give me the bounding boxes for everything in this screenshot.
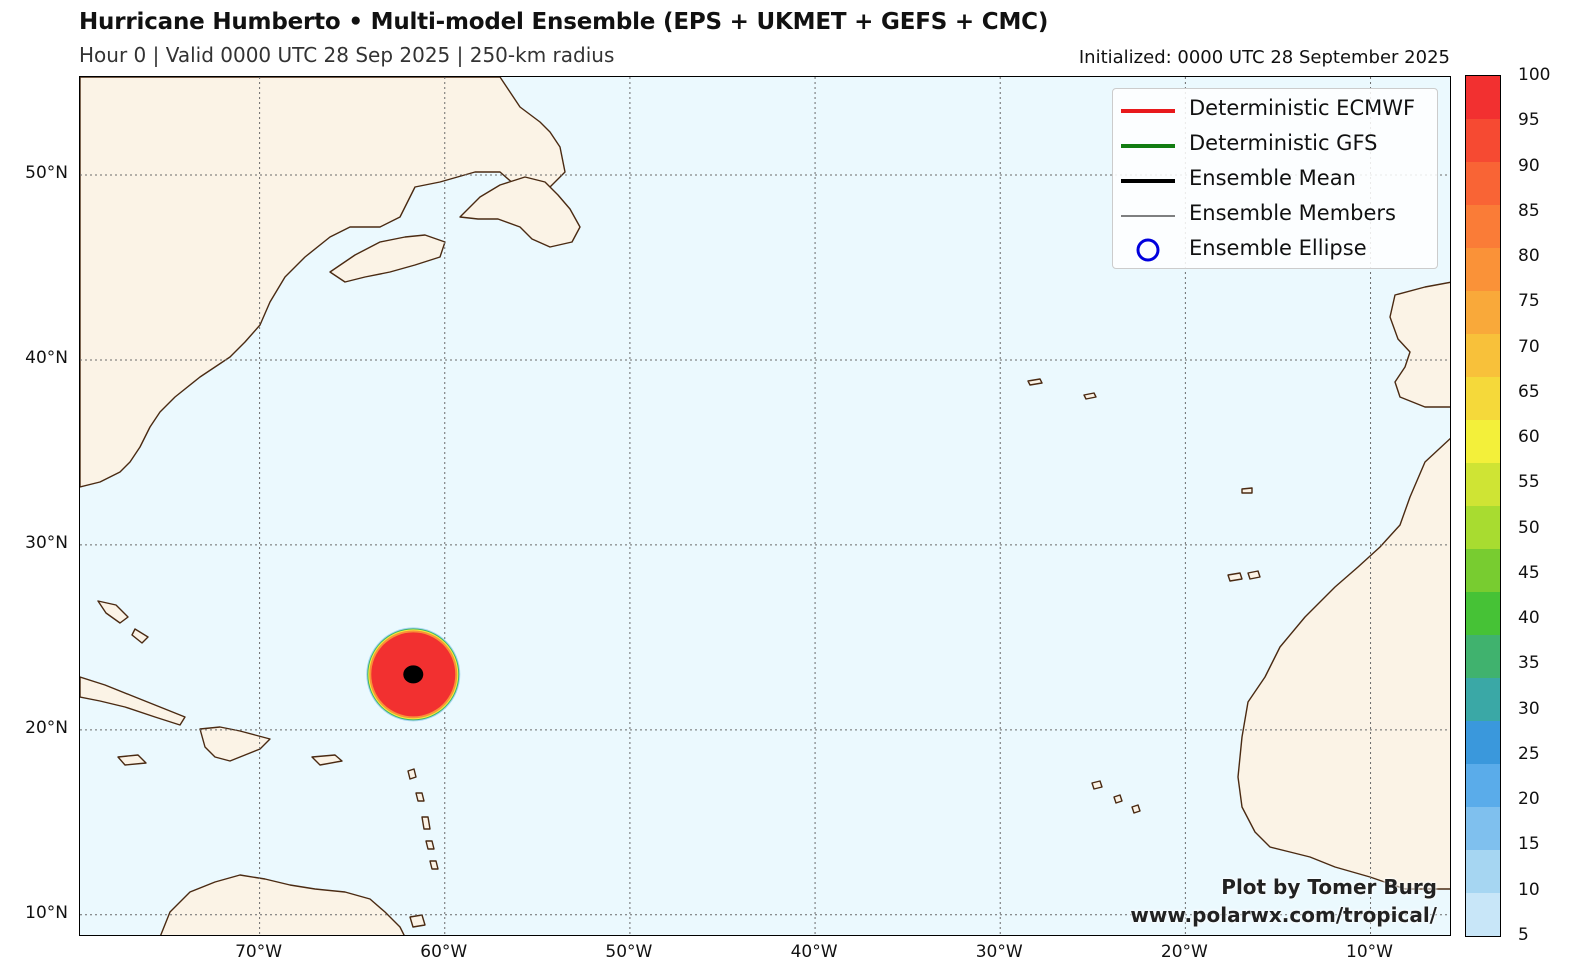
latitude-label: 10°N: [25, 902, 68, 923]
colorbar-segment: [1466, 205, 1500, 249]
legend-label-ecmwf: Deterministic ECMWF: [1189, 96, 1416, 120]
colorbar-tick-label: 40: [1518, 608, 1540, 629]
colorbar-tick-label: 30: [1518, 698, 1540, 719]
longitude-label: 10°W: [1346, 942, 1393, 962]
colorbar-segment: [1466, 549, 1500, 593]
colorbar-tick-label: 80: [1518, 246, 1540, 267]
legend: Deterministic ECMWF Deterministic GFS En…: [1112, 88, 1438, 269]
legend-label-ensemble-members: Ensemble Members: [1189, 201, 1396, 225]
credit-url[interactable]: www.polarwx.com/tropical/: [1130, 903, 1437, 927]
colorbar-tick-label: 75: [1518, 291, 1540, 312]
colorbar-segment: [1466, 334, 1500, 378]
legend-item-ensemble-members: Ensemble Members: [1113, 199, 1437, 229]
latitude-label: 20°N: [25, 717, 68, 738]
colorbar-tick-label: 95: [1518, 110, 1540, 131]
latitude-label: 40°N: [25, 347, 68, 368]
colorbar-tick-label: 15: [1518, 834, 1540, 855]
colorbar-segment: [1466, 506, 1500, 550]
colorbar-tick-label: 20: [1518, 789, 1540, 810]
bahamas: [97, 600, 129, 624]
colorbar-tick-label: 60: [1518, 427, 1540, 448]
colorbar-tick-label: 90: [1518, 155, 1540, 176]
colorbar-segment: [1466, 119, 1500, 163]
colorbar-tick-label: 50: [1518, 517, 1540, 538]
colorbar-segment: [1466, 420, 1500, 464]
nova-scotia: [329, 234, 446, 283]
africa-iberia: [1389, 281, 1450, 408]
colorbar-tick-label: 100: [1518, 65, 1551, 85]
storm-position-marker: [403, 665, 424, 684]
colorbar-segment: [1466, 463, 1500, 507]
legend-label-ensemble-ellipse: Ensemble Ellipse: [1189, 236, 1367, 260]
colorbar-segment: [1466, 76, 1500, 120]
longitude-label: 70°W: [235, 942, 283, 962]
colorbar-segment: [1466, 850, 1500, 894]
initialized-time: Initialized: 0000 UTC 28 September 2025: [1078, 47, 1450, 68]
colorbar-segment: [1466, 291, 1500, 335]
colorbar-segment: [1466, 635, 1500, 679]
colorbar-segment: [1466, 807, 1500, 851]
credit-author: Plot by Tomer Burg: [1221, 875, 1437, 899]
north-america-land: [80, 77, 566, 488]
jamaica: [117, 754, 147, 766]
ensemble-mean-line-icon: [1121, 179, 1175, 183]
colorbar-tick-label: 45: [1518, 562, 1540, 583]
chart-title: Hurricane Humberto • Multi-model Ensembl…: [79, 9, 1049, 35]
longitude-label: 30°W: [975, 942, 1023, 962]
colorbar-segment: [1466, 764, 1500, 808]
land-layer: [80, 77, 1450, 935]
ensemble-members-line-icon: [1121, 215, 1175, 217]
longitude-label: 60°W: [420, 942, 468, 962]
latitude-label: 30°N: [25, 532, 68, 553]
colorbar-tick-label: 65: [1518, 381, 1540, 402]
legend-label-gfs: Deterministic GFS: [1189, 131, 1378, 155]
colorbar-tick-label: 25: [1518, 743, 1540, 764]
africa: [1237, 437, 1450, 890]
storm-probability-ellipse: [366, 627, 461, 722]
colorbar-tick-label: 10: [1518, 879, 1540, 900]
colorbar-tick-label: 85: [1518, 200, 1540, 221]
map-canvas: [80, 77, 1450, 935]
colorbar-segment: [1466, 377, 1500, 421]
longitude-label: 40°W: [790, 942, 838, 962]
graticule: [80, 77, 1450, 935]
colorbar-tick-label: 35: [1518, 653, 1540, 674]
legend-item-gfs: Deterministic GFS: [1113, 129, 1437, 159]
cuba: [80, 676, 186, 726]
colorbar-tick-label: 5: [1518, 925, 1529, 945]
legend-item-ecmwf: Deterministic ECMWF: [1113, 94, 1437, 124]
chart-subtitle: Hour 0 | Valid 0000 UTC 28 Sep 2025 | 25…: [79, 43, 615, 67]
legend-item-ensemble-ellipse: Ensemble Ellipse: [1113, 234, 1437, 264]
legend-item-ensemble-mean: Ensemble Mean: [1113, 164, 1437, 194]
longitude-label: 20°W: [1160, 942, 1208, 962]
colorbar-segment: [1466, 721, 1500, 765]
colorbar-segment: [1466, 893, 1500, 936]
probability-colorbar: [1465, 75, 1501, 937]
ellipse-circle-icon: [1136, 238, 1160, 262]
gfs-line-icon: [1121, 144, 1175, 148]
latitude-label: 50°N: [25, 163, 68, 184]
colorbar-tick-label: 70: [1518, 336, 1540, 357]
newfoundland: [459, 176, 581, 248]
colorbar-segment: [1466, 678, 1500, 722]
colorbar-segment: [1466, 162, 1500, 206]
south-america: [160, 874, 405, 935]
colorbar-segment: [1466, 592, 1500, 636]
puerto-rico: [311, 754, 343, 766]
colorbar-tick-label: 55: [1518, 472, 1540, 493]
longitude-label: 50°W: [605, 942, 653, 962]
colorbar-segment: [1466, 248, 1500, 292]
legend-label-ensemble-mean: Ensemble Mean: [1189, 166, 1356, 190]
ecmwf-line-icon: [1121, 109, 1175, 113]
